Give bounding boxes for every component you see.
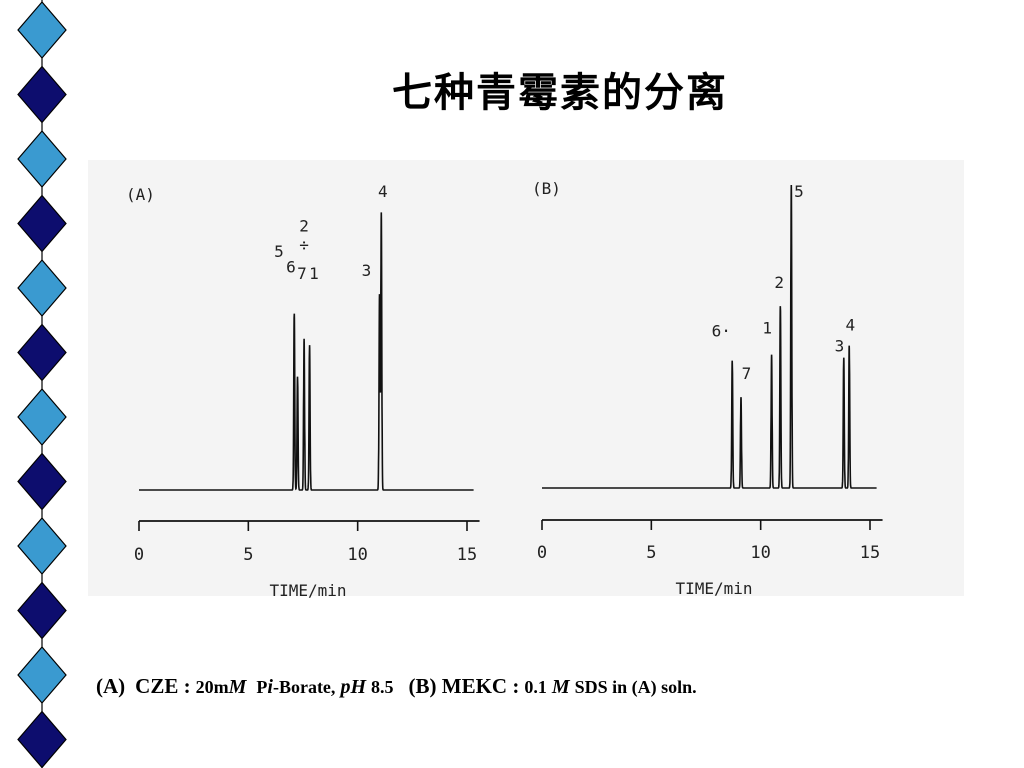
caption: (A) CZE : 20mM Pi-Borate, pH 8.5 (B) MEK… (96, 674, 996, 699)
caption-a-buffer: -Borate, (272, 677, 336, 697)
chromatogram-trace-a (139, 212, 474, 491)
caption-a-unit: M (228, 676, 247, 698)
caption-a-ph-value: 8.5 (371, 677, 394, 697)
diamond-shape (17, 517, 67, 575)
x-tick-label: 5 (646, 543, 656, 563)
x-tick-label: 0 (134, 545, 144, 565)
caption-a-mode: CZE : (135, 674, 191, 698)
caption-b-label: (B) MEKC : (408, 674, 520, 698)
diamond-shape (17, 581, 67, 640)
x-tick-label: 5 (243, 545, 253, 565)
diamond-shape (17, 388, 67, 446)
peak-label: 4 (378, 182, 388, 201)
peak-label: 1 (762, 319, 772, 338)
peak-label: 6· (712, 322, 731, 341)
chromatogram-trace-b (542, 184, 877, 489)
diamond-shape (17, 259, 67, 317)
peak-label: 6 (286, 258, 296, 277)
diamond-shape (17, 130, 67, 188)
caption-b-conc: 0.1 (524, 677, 547, 697)
x-tick-label: 10 (750, 543, 770, 563)
x-tick-label: 10 (347, 545, 367, 565)
caption-b-rest: SDS in (A) soln. (574, 677, 697, 697)
chromatogram-panel (88, 160, 964, 596)
peak-label: 5 (274, 242, 284, 261)
peak-label: 7 (297, 264, 307, 283)
peak-label: 5 (794, 182, 804, 201)
caption-a-conc: 20m (195, 677, 229, 697)
peak-label: 3 (835, 337, 845, 356)
caption-a-p: P (256, 677, 268, 697)
x-tick-label: 15 (860, 543, 880, 563)
diamond-shape (17, 194, 67, 253)
peak-label: 4 (845, 315, 855, 334)
caption-a-ph: pH (340, 676, 366, 698)
peak-label: ÷ (299, 236, 309, 255)
diamond-shape (17, 646, 67, 704)
panel-label: (A) (126, 185, 155, 204)
peak-label: 2 (774, 273, 784, 292)
caption-b-unit: M (551, 676, 570, 698)
page-title: 七种青霉素的分离 (392, 70, 728, 116)
caption-a-label: (A) (96, 674, 126, 698)
diamond-shape (17, 65, 67, 124)
peak-label: 1 (309, 264, 319, 283)
peak-label: 2 (299, 217, 309, 236)
x-axis-label: TIME/min (269, 581, 346, 600)
caption-a-i: i (267, 676, 273, 698)
diamond-shape (17, 452, 67, 511)
diamond-shape (17, 1, 67, 59)
x-axis-label: TIME/min (675, 579, 752, 598)
peak-label: 3 (362, 261, 372, 280)
x-tick-label: 15 (457, 545, 477, 565)
diamond-chain-decoration (17, 0, 67, 768)
panel-label: (B) (532, 179, 561, 198)
diamond-shape (17, 323, 67, 382)
x-tick-label: 0 (537, 543, 547, 563)
peak-label: 7 (742, 364, 752, 383)
